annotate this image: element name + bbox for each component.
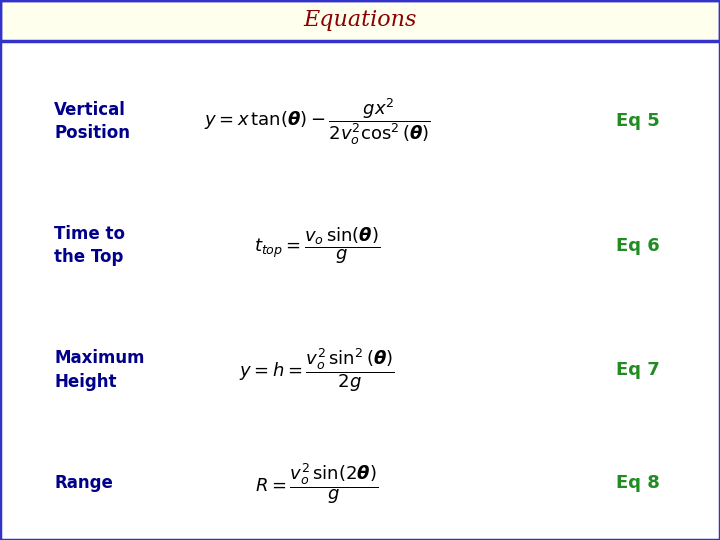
Text: Time to
the Top: Time to the Top xyxy=(54,225,125,267)
FancyBboxPatch shape xyxy=(0,0,720,40)
Text: $t_{top} = \dfrac{v_o\,\sin(\boldsymbol{\theta})}{g}$: $t_{top} = \dfrac{v_o\,\sin(\boldsymbol{… xyxy=(253,225,380,266)
Text: $y = h = \dfrac{v_o^2\,\sin^2(\boldsymbol{\theta})}{2g}$: $y = h = \dfrac{v_o^2\,\sin^2(\boldsymbo… xyxy=(239,346,395,394)
Text: $R = \dfrac{v_o^2\,\sin(2\boldsymbol{\theta})}{g}$: $R = \dfrac{v_o^2\,\sin(2\boldsymbol{\th… xyxy=(255,461,379,505)
Text: Vertical
Position: Vertical Position xyxy=(54,100,130,143)
Text: Eq 8: Eq 8 xyxy=(616,474,660,492)
Text: Maximum
Height: Maximum Height xyxy=(54,349,145,391)
Text: $y = x\,\tan(\boldsymbol{\theta})- \dfrac{gx^2}{2v_o^2\cos^2(\boldsymbol{\theta}: $y = x\,\tan(\boldsymbol{\theta})- \dfra… xyxy=(204,96,430,147)
Text: Eq 5: Eq 5 xyxy=(616,112,660,131)
Text: Range: Range xyxy=(54,474,113,492)
Text: Eq 7: Eq 7 xyxy=(616,361,660,379)
Text: Eq 6: Eq 6 xyxy=(616,237,660,255)
Text: Equations: Equations xyxy=(303,9,417,31)
